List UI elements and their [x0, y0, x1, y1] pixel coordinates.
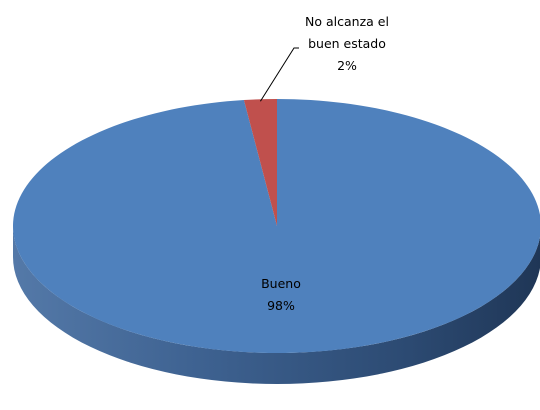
leader-line-no-alcanza [260, 47, 299, 102]
data-label-bueno: Bueno 98% [261, 276, 301, 313]
slice-bueno [13, 99, 540, 353]
slice-no-alcanza [243, 99, 277, 226]
data-label-no-alcanza: No alcanza el buen estado 2% [305, 14, 389, 73]
slice-side-bueno [13, 226, 540, 384]
